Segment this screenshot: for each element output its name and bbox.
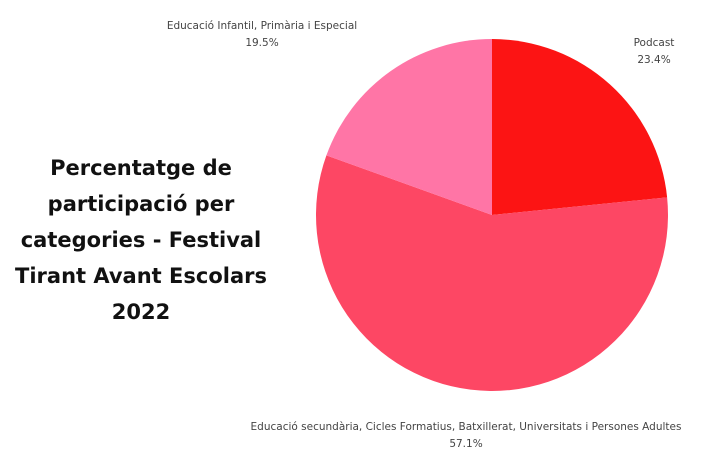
pie-slice-3 [326,39,492,215]
pie-slice-2 [315,155,668,391]
slice-value-label-2: 57.1% [449,438,482,450]
slice-category-label-3: Educació Infantil, Primària i Especial [167,20,357,32]
chart-title: Percentatge de participació per categori… [15,156,267,324]
slice-category-label-2: Educació secundària, Cicles Formatius, B… [251,421,682,433]
pie-slice-1 [492,39,668,215]
slice-value-label-3: 19.5% [245,37,278,49]
slice-category-label-1: Podcast [634,37,675,49]
slice-value-label-1: 23.4% [637,54,670,66]
